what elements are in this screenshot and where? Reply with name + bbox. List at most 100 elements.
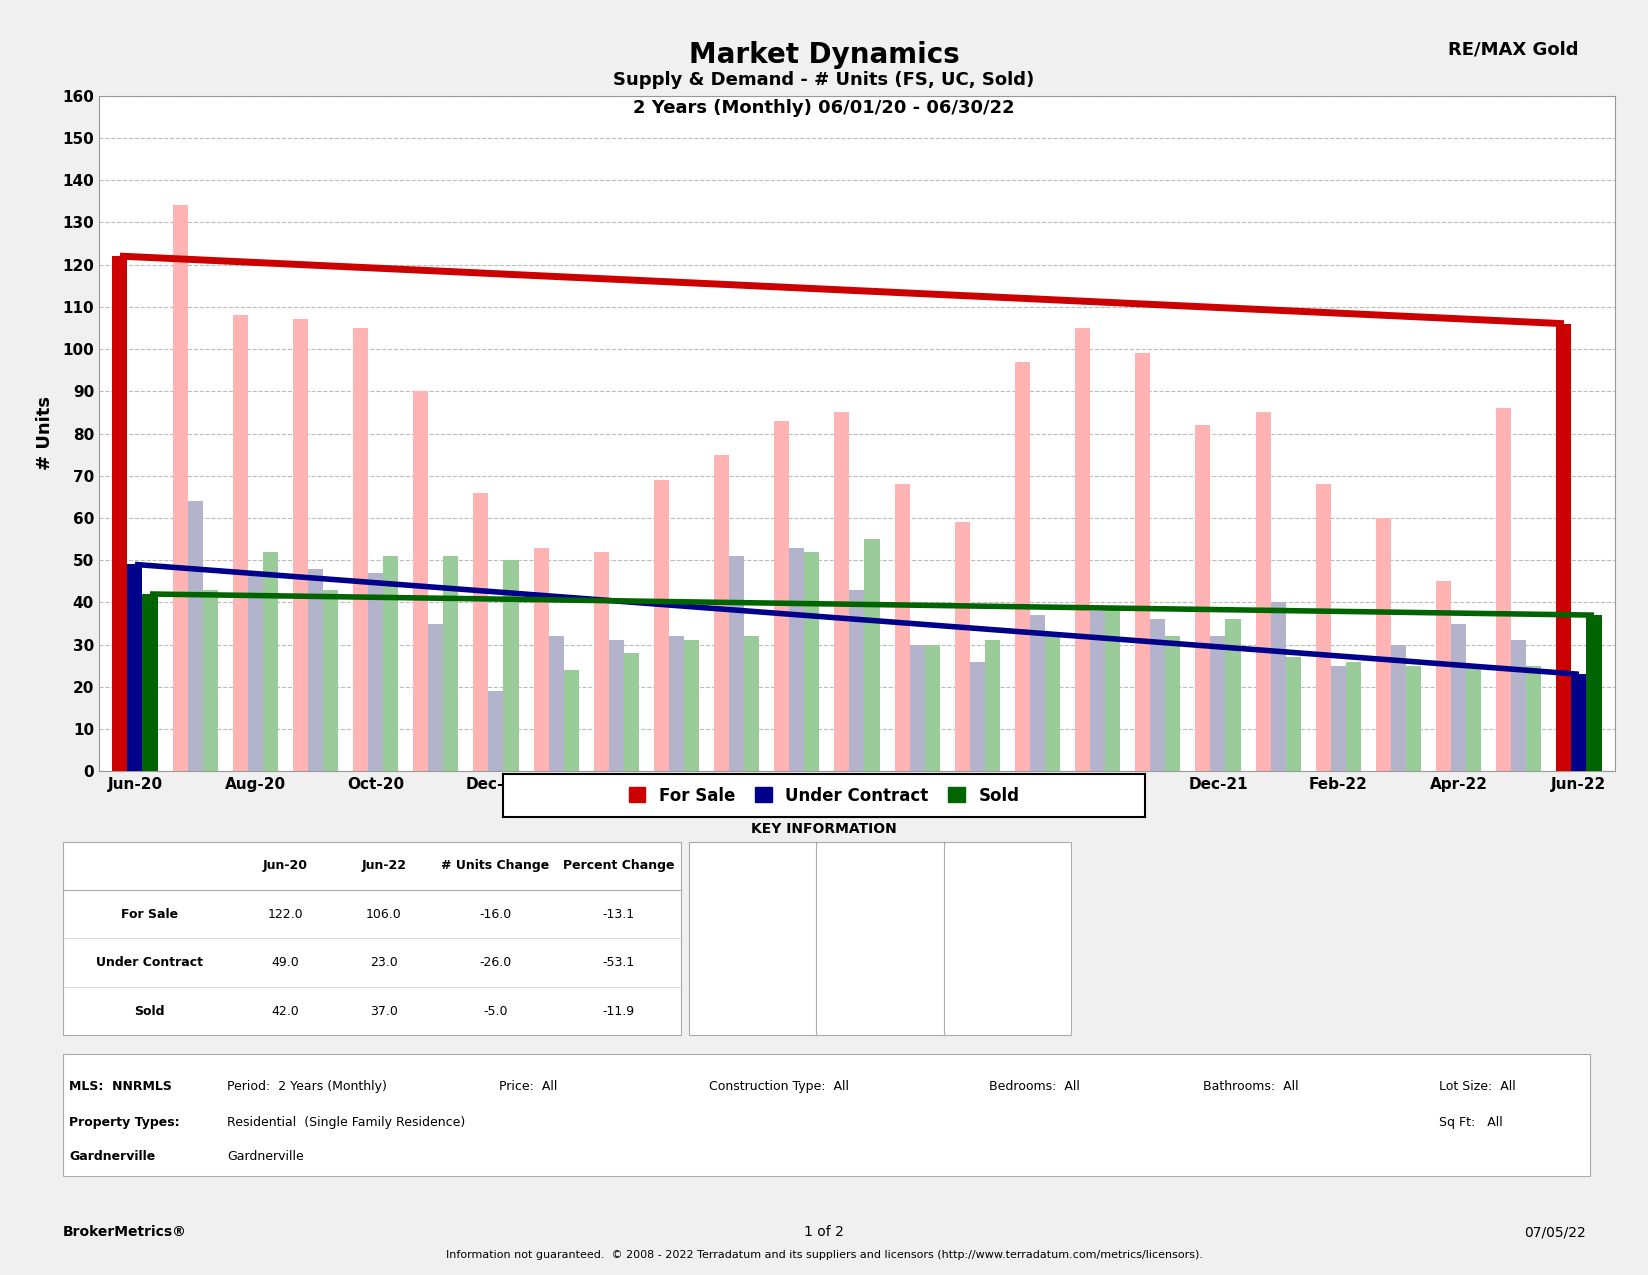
Bar [1150, 620, 1165, 771]
Bar [323, 590, 338, 771]
Bar [1074, 328, 1089, 771]
Bar [1467, 666, 1482, 771]
Bar [382, 556, 399, 771]
Bar [308, 569, 323, 771]
Text: UC: UC [873, 907, 887, 917]
Bar [1391, 645, 1406, 771]
Bar [834, 412, 849, 771]
Text: 106.0: 106.0 [366, 908, 402, 921]
Bar [1556, 324, 1572, 771]
Bar [1285, 658, 1300, 771]
Bar [142, 594, 158, 771]
Text: Bathrooms:  All: Bathrooms: All [1203, 1080, 1299, 1093]
Bar [112, 256, 127, 771]
Bar [895, 484, 910, 771]
Text: -11.9: -11.9 [603, 1005, 634, 1017]
Bar [1045, 632, 1060, 771]
Bar [232, 315, 247, 771]
Bar [564, 671, 578, 771]
Text: 122.0: 122.0 [267, 908, 303, 921]
Text: 42.0: 42.0 [272, 1005, 298, 1017]
Bar [775, 421, 789, 771]
Text: Property Types:: Property Types: [69, 1116, 180, 1128]
Bar [112, 256, 127, 771]
Bar [1330, 666, 1346, 771]
Bar [203, 590, 218, 771]
Bar [1496, 408, 1511, 771]
Bar [1572, 674, 1587, 771]
Bar [1587, 615, 1602, 771]
Bar [247, 572, 262, 771]
Bar [789, 547, 804, 771]
Text: Sold: Sold [133, 1005, 165, 1017]
Bar [1106, 607, 1121, 771]
Bar [849, 590, 865, 771]
Bar [608, 640, 625, 771]
Text: Jun-22: Jun-22 [361, 859, 407, 872]
Bar [684, 640, 699, 771]
Text: Under Contract: Under Contract [96, 956, 203, 969]
Bar [1346, 662, 1361, 771]
Text: Bedrooms:  All: Bedrooms: All [989, 1080, 1079, 1093]
Text: -26.0: -26.0 [480, 956, 511, 969]
Text: -13.1%: -13.1% [735, 945, 770, 955]
Bar [127, 565, 142, 771]
Bar [1587, 615, 1602, 771]
Bar [1376, 518, 1391, 771]
Polygon shape [962, 892, 1053, 984]
Text: Price:  All: Price: All [499, 1080, 557, 1093]
Bar [1165, 636, 1180, 771]
Bar [969, 662, 986, 771]
Text: -53.1%: -53.1% [862, 945, 898, 955]
Bar [593, 552, 608, 771]
Text: # Units Change: # Units Change [442, 859, 549, 872]
Bar [1511, 640, 1526, 771]
Bar [804, 552, 819, 771]
Bar [534, 547, 549, 771]
Text: -11.9%: -11.9% [990, 945, 1025, 955]
Bar [1195, 425, 1210, 771]
Bar [1089, 611, 1106, 771]
Bar [669, 636, 684, 771]
Text: KEY INFORMATION: KEY INFORMATION [751, 822, 897, 836]
Text: Sold: Sold [997, 907, 1018, 917]
Bar [1315, 484, 1330, 771]
Text: 23.0: 23.0 [371, 956, 397, 969]
Bar [1556, 324, 1572, 771]
Y-axis label: # Units: # Units [36, 397, 54, 470]
Polygon shape [836, 892, 926, 984]
Text: 37.0: 37.0 [371, 1005, 397, 1017]
Bar [262, 552, 279, 771]
Bar [414, 391, 428, 771]
Bar [504, 560, 519, 771]
Bar [1015, 362, 1030, 771]
Bar [1256, 412, 1271, 771]
Bar [1271, 603, 1285, 771]
Bar [1526, 666, 1541, 771]
Text: Sq Ft:   All: Sq Ft: All [1439, 1116, 1503, 1128]
Text: 1 of 2: 1 of 2 [804, 1225, 844, 1239]
Text: -13.1: -13.1 [603, 908, 634, 921]
Bar [910, 645, 925, 771]
Text: Lot Size:  All: Lot Size: All [1439, 1080, 1516, 1093]
Text: -5.0: -5.0 [483, 1005, 508, 1017]
Text: Supply & Demand - # Units (FS, UC, Sold): Supply & Demand - # Units (FS, UC, Sold) [613, 71, 1035, 89]
Text: 49.0: 49.0 [272, 956, 298, 969]
Text: For Sale: For Sale [732, 907, 773, 917]
Bar [1435, 581, 1452, 771]
Text: Construction Type:  All: Construction Type: All [709, 1080, 849, 1093]
Bar [728, 556, 745, 771]
Bar [625, 653, 639, 771]
Bar [1572, 674, 1587, 771]
Bar [368, 572, 382, 771]
Bar [1452, 623, 1467, 771]
Bar [353, 328, 368, 771]
Bar [1210, 636, 1226, 771]
Bar [443, 556, 458, 771]
Bar [714, 455, 728, 771]
Text: BrokerMetrics®: BrokerMetrics® [63, 1225, 186, 1239]
Text: Period:  2 Years (Monthly): Period: 2 Years (Monthly) [227, 1080, 387, 1093]
Text: Percent Change: Percent Change [564, 859, 674, 872]
Text: Gardnerville: Gardnerville [227, 1150, 305, 1163]
Text: 2 Years (Monthly) 06/01/20 - 06/30/22: 2 Years (Monthly) 06/01/20 - 06/30/22 [633, 99, 1015, 117]
